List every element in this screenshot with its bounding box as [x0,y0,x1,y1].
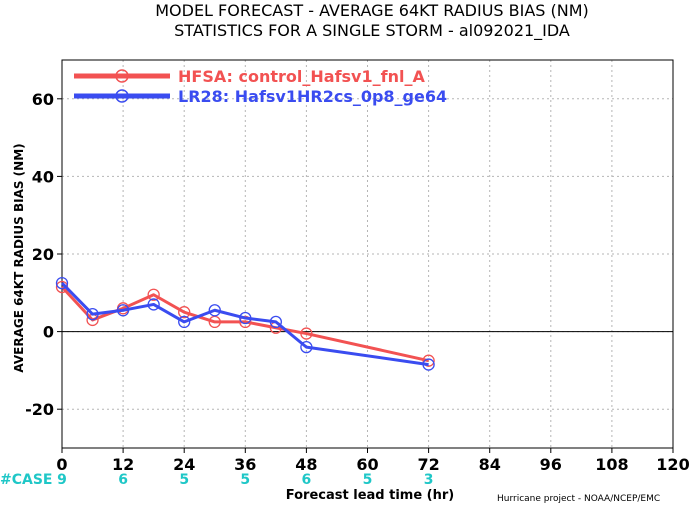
legend-marker-hfsa [115,69,129,83]
y-tick-label: 0 [43,323,54,342]
case-count: 5 [363,472,373,488]
x-tick-label: 24 [173,455,195,474]
data-point [86,307,99,321]
x-axis: 0 12 24 36 48 60 72 84 96 108 120 [56,448,690,474]
data-point [239,315,252,329]
case-count: 5 [240,472,250,488]
x-tick-label: 96 [540,455,562,474]
x-tick-label: 48 [295,455,317,474]
chart-title-line2: STATISTICS FOR A SINGLE STORM - al092021… [174,21,570,41]
data-point [147,298,160,311]
case-count: 6 [118,472,128,488]
data-point [178,306,191,319]
legend-marker-lr28 [115,89,129,103]
x-axis-label: Forecast lead time (hr) [286,488,454,503]
data-point [55,276,69,290]
case-count: 5 [179,472,189,488]
y-tick-label: -20 [25,400,54,419]
series-line [60,282,429,367]
y-tick-label: 60 [32,90,54,109]
grid [62,60,673,448]
data-point [178,315,191,329]
legend-label-hfsa: HFSA: control_Hafsv1_fnl_A [178,67,425,86]
x-tick-label: 72 [417,455,439,474]
footer-credit: Hurricane project - NOAA/NCEP/EMC [497,494,660,504]
x-tick-label: 36 [234,455,256,474]
y-axis: -20 0 20 40 60 [25,90,62,419]
y-axis-label: AVERAGE 64KT RADIUS BIAS (NM) [12,143,26,372]
x-tick-label: 12 [112,455,134,474]
chart-title-line1: MODEL FORECAST - AVERAGE 64KT RADIUS BIA… [155,1,589,20]
x-tick-label: 60 [356,455,378,474]
data-point [269,315,283,329]
data-point [239,311,252,325]
series-layer [55,276,435,371]
case-count: 9 [57,472,67,488]
data-point [422,354,435,367]
y-tick-label: 40 [32,167,54,186]
case-count: 6 [302,472,312,488]
case-count: 3 [424,472,434,488]
legend-label-lr28: LR28: Hafsv1HR2cs_0p8_ge64 [178,87,447,106]
y-tick-label: 20 [32,245,54,264]
x-tick-label: 120 [656,455,689,474]
data-point [300,340,313,354]
series-lr28 [55,276,435,371]
data-point [147,288,160,301]
data-point [116,304,130,317]
x-tick-label: 0 [56,455,67,474]
data-point [208,304,221,317]
case-label: #CASE [0,472,53,488]
case-counts: 9 6 5 5 6 5 3 [57,472,433,488]
data-point [422,358,435,371]
x-tick-label: 84 [479,455,501,474]
x-tick-label: 108 [595,455,628,474]
data-point [300,327,313,340]
